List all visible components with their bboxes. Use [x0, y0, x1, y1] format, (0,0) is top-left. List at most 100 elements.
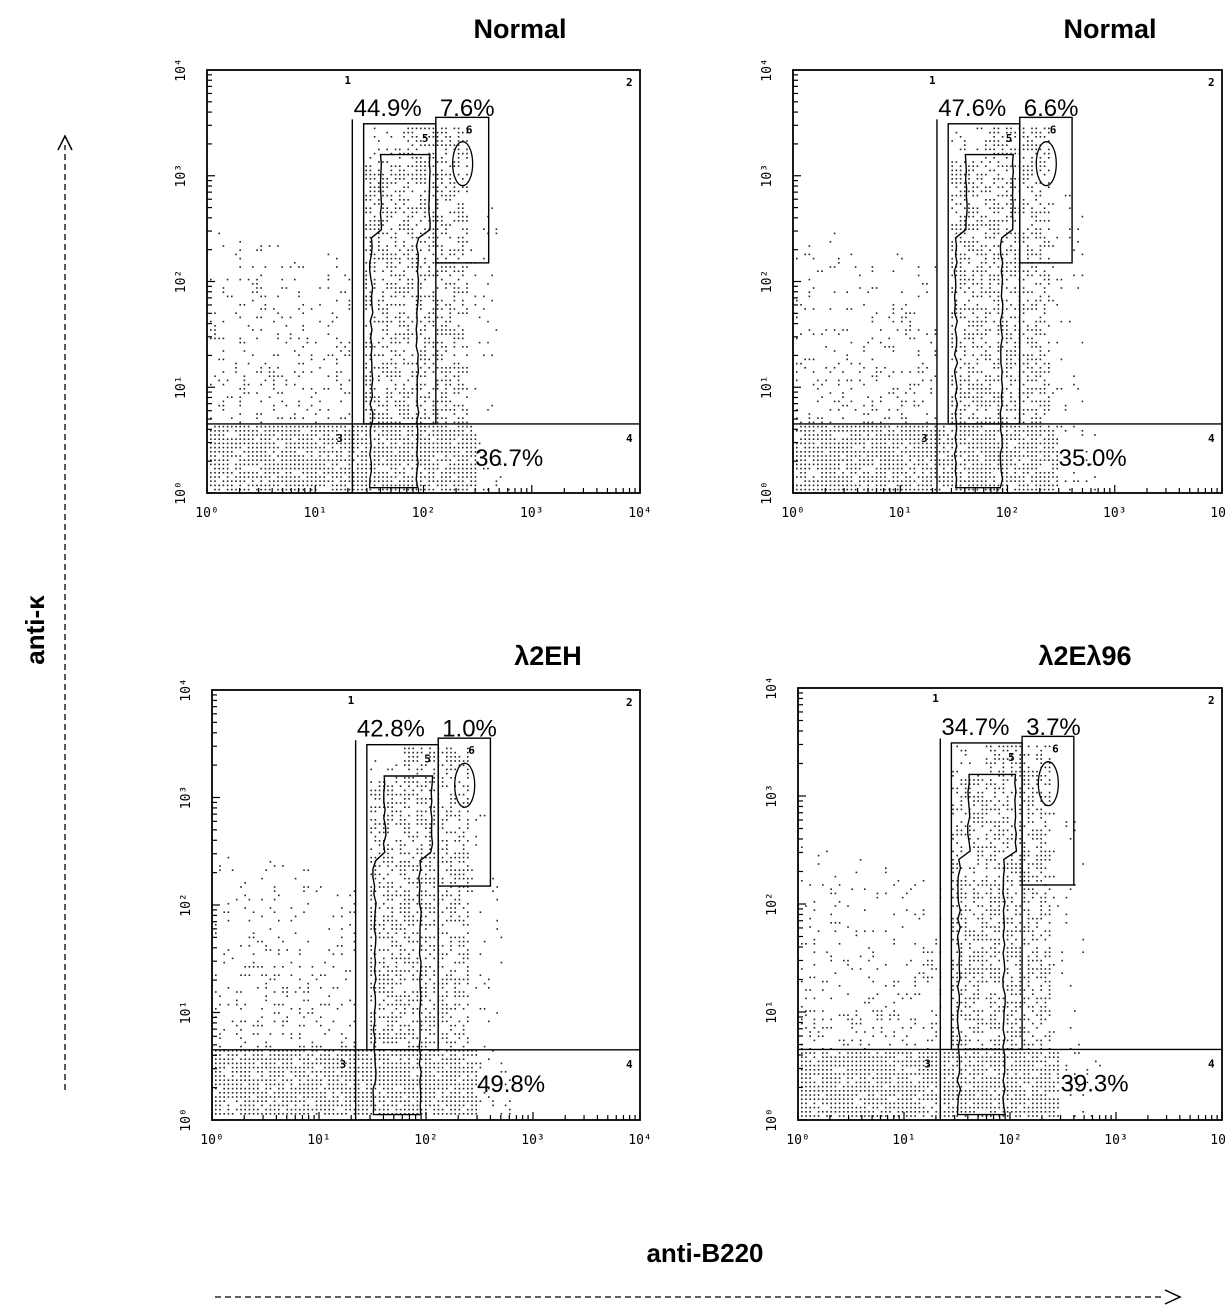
data-dot	[1094, 476, 1096, 478]
data-dot	[1048, 325, 1050, 327]
data-dot	[298, 484, 300, 487]
data-dot	[399, 224, 401, 226]
gate-label-6: 6	[1050, 123, 1057, 136]
data-dot	[812, 333, 815, 335]
data-dot	[285, 379, 288, 382]
data-dot	[947, 472, 949, 474]
data-dot	[324, 1104, 326, 1107]
data-dot	[378, 220, 380, 222]
data-dot	[1052, 446, 1054, 449]
data-dot	[403, 241, 405, 243]
data-dot	[432, 354, 435, 356]
data-dot	[976, 480, 979, 482]
data-dot	[378, 404, 380, 407]
data-dot	[993, 455, 995, 457]
data-dot	[336, 945, 339, 947]
data-dot	[345, 1096, 347, 1098]
data-dot	[214, 488, 216, 491]
data-dot	[457, 463, 460, 466]
data-dot	[453, 375, 456, 377]
data-dot	[328, 1104, 330, 1107]
data-dot	[239, 488, 241, 491]
data-dot	[215, 1058, 217, 1060]
data-dot	[959, 169, 962, 172]
data-dot	[453, 484, 456, 487]
data-dot	[989, 388, 991, 390]
data-dot	[1027, 434, 1029, 436]
data-dot	[218, 488, 220, 491]
data-dot	[382, 278, 384, 281]
data-dot	[871, 270, 874, 272]
data-dot	[880, 459, 882, 461]
data-dot	[282, 865, 284, 867]
data-dot	[365, 304, 367, 306]
data-dot	[880, 434, 882, 436]
data-dot	[980, 127, 983, 130]
data-dot	[850, 400, 853, 403]
data-dot	[403, 358, 405, 361]
data-dot	[972, 215, 974, 218]
data-dot	[1027, 257, 1029, 260]
data-dot	[1027, 165, 1029, 167]
data-dot	[445, 446, 447, 449]
data-dot	[896, 459, 899, 461]
data-dot	[997, 484, 1000, 487]
data-dot	[239, 472, 241, 474]
data-dot	[236, 1079, 238, 1081]
data-dot	[256, 488, 258, 491]
data-dot	[972, 320, 974, 323]
data-dot	[985, 341, 987, 344]
data-dot	[976, 455, 979, 457]
data-dot	[336, 1104, 339, 1107]
data-dot	[223, 1087, 225, 1090]
data-dot	[268, 463, 271, 466]
data-dot	[277, 446, 279, 449]
data-dot	[1056, 455, 1058, 457]
data-dot	[825, 434, 827, 436]
data-dot	[289, 442, 292, 445]
data-dot	[432, 371, 435, 373]
data-dot	[1048, 283, 1050, 285]
data-dot	[1010, 148, 1012, 151]
data-dot	[424, 362, 426, 365]
data-dot	[850, 459, 853, 461]
data-dot	[871, 463, 874, 466]
data-dot	[382, 367, 384, 369]
data-dot	[930, 480, 932, 482]
data-dot	[357, 446, 359, 449]
data-dot	[386, 220, 388, 222]
data-dot	[420, 220, 422, 222]
data-dot	[303, 890, 305, 892]
data-dot	[985, 354, 987, 356]
data-dot	[470, 467, 472, 470]
data-dot	[976, 362, 979, 365]
data-dot	[972, 211, 974, 214]
data-dot	[403, 186, 405, 188]
data-dot	[432, 476, 435, 478]
data-dot	[235, 362, 237, 365]
data-dot	[240, 1058, 242, 1060]
data-dot	[260, 245, 262, 247]
data-dot	[470, 430, 472, 432]
data-dot	[428, 337, 430, 340]
data-dot	[411, 434, 414, 436]
data-dot	[449, 266, 451, 268]
data-dot	[901, 455, 903, 457]
data-dot	[445, 421, 447, 424]
data-dot	[348, 278, 351, 281]
data-dot	[411, 484, 414, 487]
data-dot	[930, 388, 932, 390]
data-dot	[243, 425, 246, 428]
data-dot	[235, 467, 237, 470]
data-dot	[361, 451, 363, 453]
data-dot	[1039, 388, 1042, 390]
data-dot	[420, 140, 422, 142]
data-dot	[1043, 409, 1046, 411]
data-dot	[854, 430, 857, 432]
data-dot	[951, 438, 953, 440]
data-dot	[348, 379, 351, 382]
data-dot	[1027, 430, 1029, 432]
y-tick-label: 10¹	[174, 376, 189, 399]
data-dot	[428, 144, 430, 146]
data-dot	[1043, 161, 1046, 163]
